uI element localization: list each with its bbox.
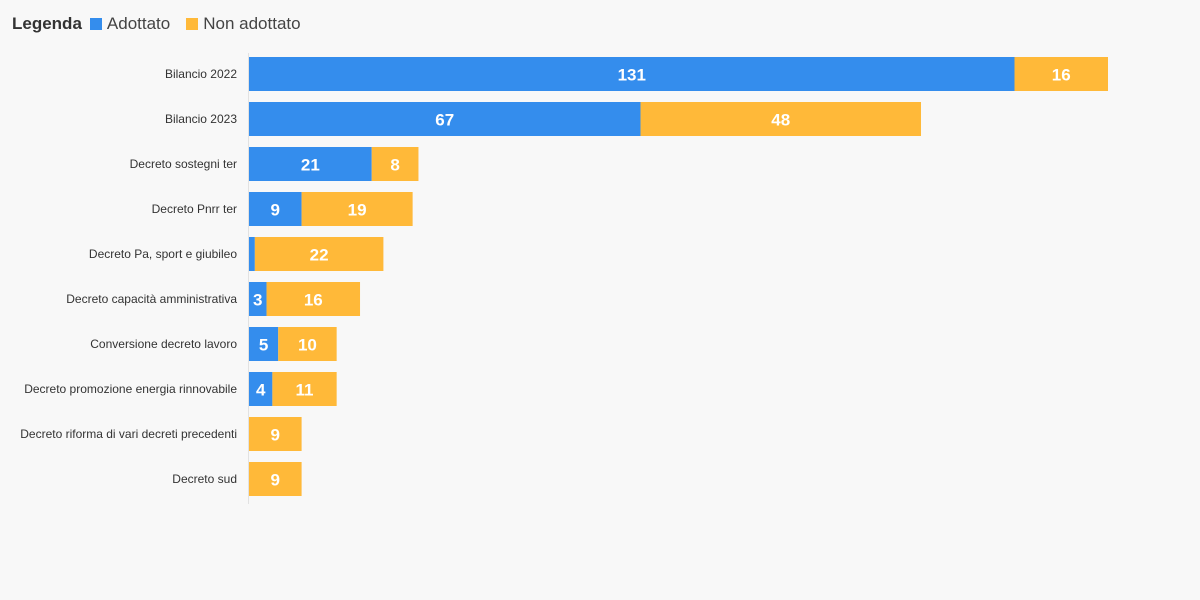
category-label: Decreto Pa, sport e giubileo [89,247,237,261]
bar-segment [272,372,337,406]
bar-segment [278,327,337,361]
legend-title: Legenda [12,14,82,33]
bar-segment [266,282,361,316]
category-label: Decreto riforma di vari decreti preceden… [20,427,237,441]
legend-label-adottato: Adottato [106,14,171,33]
bar-segment [249,147,372,181]
data-label: 3 [253,291,262,310]
bar-segment [249,327,279,361]
data-label: 131 [618,66,646,85]
bar-segment [640,102,922,136]
data-label: 16 [304,291,323,310]
legend-swatch-adottato [89,18,102,30]
bar-segment [249,237,255,271]
data-label: 11 [296,381,314,400]
data-label: 67 [435,111,454,130]
bar-segment [249,372,273,406]
data-label: 9 [271,426,280,445]
bar-segment [249,282,267,316]
category-label: Decreto sostegni ter [130,157,237,171]
legend: Legenda Adottato Non adottato [12,12,317,36]
bar-segment [301,192,413,226]
bar-segment [249,192,302,226]
bar-segment [249,102,641,136]
category-label: Decreto promozione energia rinnovabile [24,382,237,396]
data-label: 5 [259,336,268,355]
category-label: Decreto Pnrr ter [152,202,237,216]
bar-segment [249,57,1015,91]
legend-swatch-non-adottato [186,18,199,30]
data-label: 9 [271,201,280,220]
data-label: 10 [298,336,317,355]
category-label: Decreto sud [172,472,237,486]
legend-item-non-adottato[interactable]: Non adottato [186,14,301,34]
legend-item-adottato[interactable]: Adottato [89,14,171,34]
bar-segment [1014,57,1108,91]
data-label: 9 [271,471,280,490]
data-label: 21 [301,156,320,175]
category-label: Bilancio 2023 [165,112,237,126]
bar-segment [249,417,302,451]
data-label: 4 [256,381,266,400]
data-label: 8 [390,156,399,175]
legend-label-non-adottato: Non adottato [203,14,301,33]
bar-segment [249,462,302,496]
bar-segment [254,237,384,271]
data-label: 48 [771,111,790,130]
data-label: 19 [348,201,367,220]
data-label: 22 [310,246,329,265]
category-label: Conversione decreto lavoro [90,337,237,351]
bar-segment [371,147,419,181]
category-label: Decreto capacità amministrativa [66,292,237,306]
category-label: Bilancio 2022 [165,67,237,81]
data-label: 16 [1052,66,1071,85]
